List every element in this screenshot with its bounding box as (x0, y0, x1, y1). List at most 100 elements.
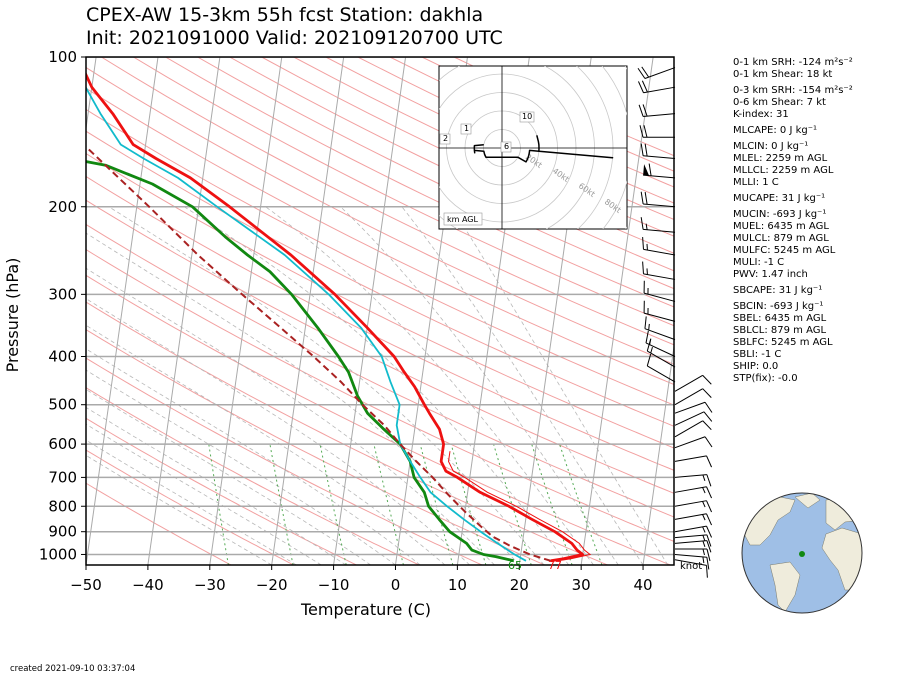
x-tick-label: −40 (132, 576, 164, 594)
mixing-ratio-line (373, 443, 404, 565)
wind-barb-half (702, 474, 706, 481)
y-tick-label: 400 (48, 348, 77, 366)
moist-adiabat (86, 369, 396, 565)
wind-barb-staff (643, 86, 676, 94)
wind-barb-full (644, 143, 648, 157)
moist-adiabat (86, 406, 347, 565)
dry-adiabat (101, 57, 674, 346)
dry-adiabat (86, 223, 674, 518)
dry-adiabat (86, 130, 674, 427)
hodograph-trace (473, 135, 614, 163)
axes: −50 −40 −30 −20 −10 0 10 20 30 40 100 200 300 400 500 6… (3, 48, 653, 619)
profile-lines (86, 71, 592, 563)
wind-barb-staff (674, 513, 707, 520)
wind-barb-full (645, 330, 649, 344)
wind-barb-half (645, 223, 648, 230)
mixing-ratio-line (493, 443, 532, 565)
index-line: SBEL: 6435 m AGL (733, 313, 827, 324)
x-tick-label: 20 (510, 576, 529, 594)
wind-barb-full (706, 540, 712, 553)
hodograph-height-label: 10 (519, 111, 535, 123)
index-line: SBCAPE: 31 J kg⁻¹ (733, 285, 823, 296)
isotherm (271, 57, 345, 565)
wind-barb-flag (643, 164, 650, 176)
wind-barb-staff (647, 365, 676, 383)
wind-barb (674, 513, 713, 526)
wind-barb-staff (645, 342, 676, 357)
wind-barb-staff (643, 228, 676, 233)
wind-barb (674, 486, 713, 499)
wind-barb (674, 388, 712, 406)
mixing-ratio-line (319, 443, 347, 565)
wind-barb-full (706, 455, 713, 468)
south-america-land (769, 561, 801, 613)
wind-barb-staff (674, 388, 703, 406)
index-line: SBLCL: 879 m AGL (733, 325, 827, 336)
moist-adiabat (86, 423, 322, 565)
y-tick-label: 200 (48, 198, 77, 216)
index-line: SHIP: 0.0 (733, 361, 779, 372)
wind-barb-staff (643, 292, 676, 302)
wind-barb-half (702, 487, 706, 494)
wind-barb (674, 559, 708, 578)
wind-barb-staff (674, 401, 706, 414)
mixing-ratio-line (208, 444, 229, 565)
index-line: 0-6 km Shear: 7 kt (733, 97, 826, 108)
moist-adiabat (401, 206, 644, 565)
wind-barb (675, 548, 711, 562)
wind-barb-full (704, 436, 713, 448)
chart-subtitle: Init: 2021091000 Valid: 202109120700 UTC (86, 27, 503, 49)
wind-barb-staff (674, 559, 707, 566)
mixing-ratio-line (531, 443, 573, 565)
wind-barb-full (648, 163, 652, 176)
wind-barb-full (642, 237, 644, 250)
wind-barb (645, 330, 676, 357)
dry-adiabat (165, 57, 674, 308)
hodograph-legend: km AGL (443, 212, 483, 226)
dry-adiabat (86, 274, 671, 565)
wind-barb-full (640, 217, 644, 230)
wind-barb-staff (674, 474, 707, 478)
wind-barb-staff (674, 420, 703, 438)
wind-barb (640, 143, 676, 160)
index-line: SBLFC: 5245 m AGL (733, 337, 833, 348)
dry-adiabat (229, 57, 674, 272)
moist-adiabat (86, 439, 297, 565)
hodograph-height-text: 1 (464, 124, 469, 133)
isotherm (642, 343, 674, 565)
wind-barb (640, 217, 676, 233)
y-tick-label: 1000 (39, 545, 77, 563)
moist-adiabat (86, 298, 470, 565)
indices-panel: 0-1 km SRH: -124 m²s⁻² 0-1 km Shear: 18 k… (733, 57, 853, 385)
wind-barb (639, 125, 675, 138)
wind-barb (638, 104, 676, 117)
x-tick-label: 10 (448, 576, 467, 594)
wind-barb-staff (644, 67, 676, 79)
africa-land (821, 527, 862, 591)
hodograph-height-label: 6 (500, 141, 512, 153)
isotherm (147, 57, 221, 565)
wind-barb-half (702, 526, 706, 533)
wind-barb-staff (674, 500, 707, 507)
wind-barb (643, 280, 676, 302)
wind-barb-full (702, 388, 712, 398)
index-line: MLLCL: 2259 m AGL (733, 165, 834, 176)
wind-barb-staff (674, 525, 707, 533)
wind-barb-full (706, 513, 713, 526)
wind-barb-staff (643, 203, 676, 208)
wind-barb-staff (674, 553, 707, 558)
mixing-ratio-line (269, 444, 294, 565)
y-tick-label: 700 (48, 468, 77, 486)
background-lines (86, 57, 674, 565)
y-axis-label: Pressure (hPa) (3, 258, 22, 373)
dry-adiabat (86, 482, 232, 565)
surface-temperature-label: 77 (548, 559, 562, 572)
index-line: 0-3 km SRH: -154 m²s⁻² (733, 85, 853, 96)
index-line: MUCIN: -693 J kg⁻¹ (733, 209, 827, 220)
y-tick-label: 100 (48, 48, 77, 66)
index-line: MULI: -1 C (733, 257, 785, 268)
x-tick-label: −10 (318, 576, 350, 594)
index-line: MLCIN: 0 J kg⁻¹ (733, 141, 809, 152)
wind-barb-staff (674, 486, 707, 493)
wind-barb-full (637, 67, 646, 79)
